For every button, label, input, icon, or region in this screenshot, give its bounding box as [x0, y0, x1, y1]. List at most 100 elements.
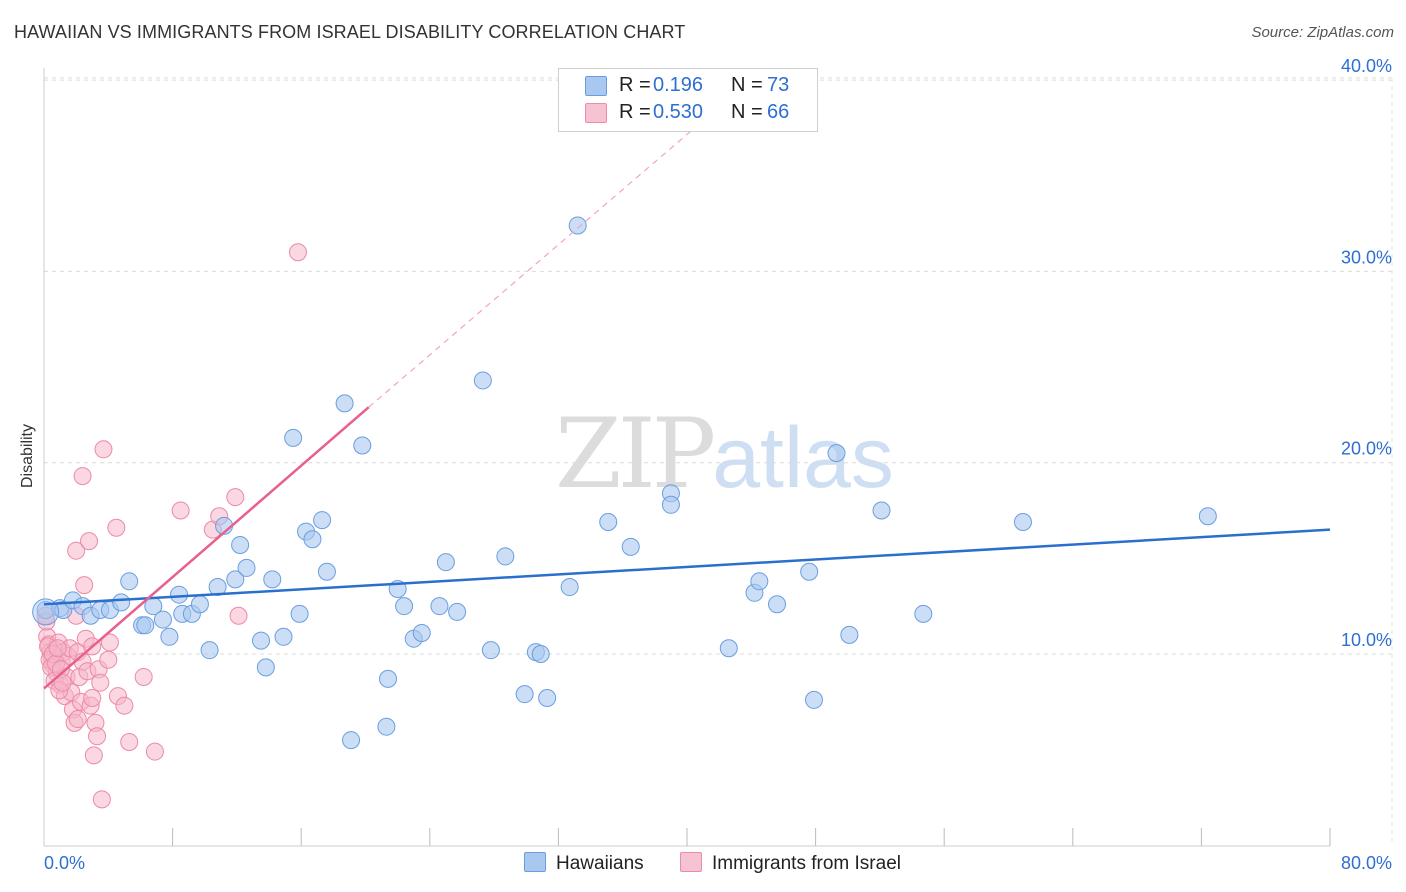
israel-point: [99, 650, 118, 669]
israel-point: [229, 606, 248, 625]
hawaiian-point: [621, 537, 640, 556]
israel-point: [80, 532, 99, 551]
legend-swatch-pink: [585, 103, 607, 123]
hawaiian-point: [560, 578, 579, 597]
hawaiian-point: [840, 625, 859, 644]
hawaiian-point: [827, 444, 846, 463]
x-tick-label-min: 0.0%: [44, 853, 85, 873]
israel-point: [88, 727, 107, 746]
legend-n-label: N =: [731, 74, 763, 96]
israel-point: [83, 688, 102, 707]
hawaiian-point: [317, 562, 336, 581]
hawaiian-point: [1198, 507, 1217, 526]
hawaiian-point: [237, 558, 256, 577]
legend-r-value: 0.196: [653, 74, 704, 96]
israel-point: [288, 243, 307, 262]
hawaiian-point: [515, 685, 534, 704]
hawaiian-point: [661, 495, 680, 514]
israel-point: [120, 732, 139, 751]
legend-swatch-blue: [524, 852, 546, 872]
legend-item-hawaiians: Hawaiians: [524, 852, 644, 876]
israel-point: [171, 501, 190, 520]
y-tick-label: 20.0%: [1341, 439, 1392, 459]
legend-r-label: R =: [619, 74, 651, 96]
hawaiian-point: [274, 627, 293, 646]
israel-points: [36, 243, 307, 809]
israel-trend-line: [43, 406, 370, 690]
legend-label-israel: Immigrants from Israel: [712, 853, 901, 874]
hawaiian-point: [719, 639, 738, 658]
hawaiian-point: [914, 604, 933, 623]
hawaiian-trend-line: [43, 528, 1331, 606]
israel-point: [107, 518, 126, 537]
hawaiian-point: [303, 530, 322, 549]
hawaiian-point: [153, 610, 172, 629]
hawaiian-point: [112, 593, 131, 612]
legend-r-value: 0.530: [653, 101, 704, 123]
hawaiian-point: [800, 562, 819, 581]
hawaiian-point: [208, 578, 227, 597]
axes: [43, 68, 1331, 847]
hawaiian-point: [395, 597, 414, 616]
y-tick-label: 30.0%: [1341, 247, 1392, 267]
hawaiian-point: [568, 216, 587, 235]
trend-lines: [43, 106, 1331, 690]
hawaiian-point: [872, 501, 891, 520]
israel-point: [48, 639, 67, 658]
y-tick-label: 10.0%: [1341, 630, 1392, 650]
hawaiian-point: [170, 585, 189, 604]
hawaiian-point: [531, 645, 550, 663]
hawaiian-point: [379, 669, 398, 688]
israel-point: [226, 488, 245, 507]
hawaiian-point: [313, 511, 332, 530]
israel-point: [68, 710, 87, 729]
hawaiian-point: [353, 436, 372, 455]
legend-label-hawaiians: Hawaiians: [556, 853, 644, 874]
hawaiian-point: [226, 570, 245, 589]
israel-point: [53, 673, 72, 692]
israel-point: [84, 746, 103, 765]
hawaiian-point: [430, 597, 449, 616]
legend-n-value: 66: [767, 101, 790, 123]
hawaiian-point: [335, 394, 354, 413]
hawaiian-point: [481, 641, 500, 660]
legend-r-label: R =: [619, 101, 651, 123]
hawaiian-point: [231, 535, 250, 554]
tick-labels: 10.0% 20.0% 30.0% 40.0% 0.0% 80.0%: [44, 56, 1392, 873]
israel-point: [92, 790, 111, 809]
hawaiian-point: [284, 428, 303, 447]
israel-point: [91, 673, 110, 692]
hawaiian-point: [252, 631, 271, 650]
hawaiian-points: [32, 216, 1217, 750]
israel-point: [100, 633, 119, 652]
legend-n-label: N =: [731, 101, 763, 123]
hawaiian-point: [538, 688, 557, 707]
hawaiian-point: [412, 623, 431, 642]
israel-trend-extension: [368, 106, 720, 408]
hawaiian-point: [136, 616, 155, 635]
hawaiian-point: [1013, 513, 1032, 532]
hawaiian-point: [160, 627, 179, 646]
hawaiian-point: [200, 641, 219, 660]
israel-point: [145, 742, 164, 761]
hawaiian-point: [496, 547, 515, 566]
israel-point: [73, 467, 92, 486]
gridlines: [44, 77, 1393, 846]
hawaiian-point: [190, 595, 209, 614]
hawaiian-point: [473, 371, 492, 390]
hawaiian-point: [342, 731, 361, 750]
hawaiian-point-cluster: [32, 598, 60, 626]
source-label: Source: ZipAtlas.com: [1251, 24, 1394, 41]
chart-title: HAWAIIAN VS IMMIGRANTS FROM ISRAEL DISAB…: [14, 22, 686, 42]
hawaiian-point: [290, 604, 309, 623]
hawaiian-point: [436, 553, 455, 572]
israel-point: [134, 667, 153, 686]
hawaiian-point: [768, 595, 787, 614]
hawaiian-point: [448, 602, 467, 621]
israel-point: [75, 576, 94, 595]
hawaiian-point: [120, 572, 139, 591]
hawaiian-point: [256, 658, 275, 677]
hawaiian-point: [599, 513, 618, 532]
correlation-legend: R = 0.196 N = 73 R = 0.530 N = 66: [558, 68, 818, 132]
